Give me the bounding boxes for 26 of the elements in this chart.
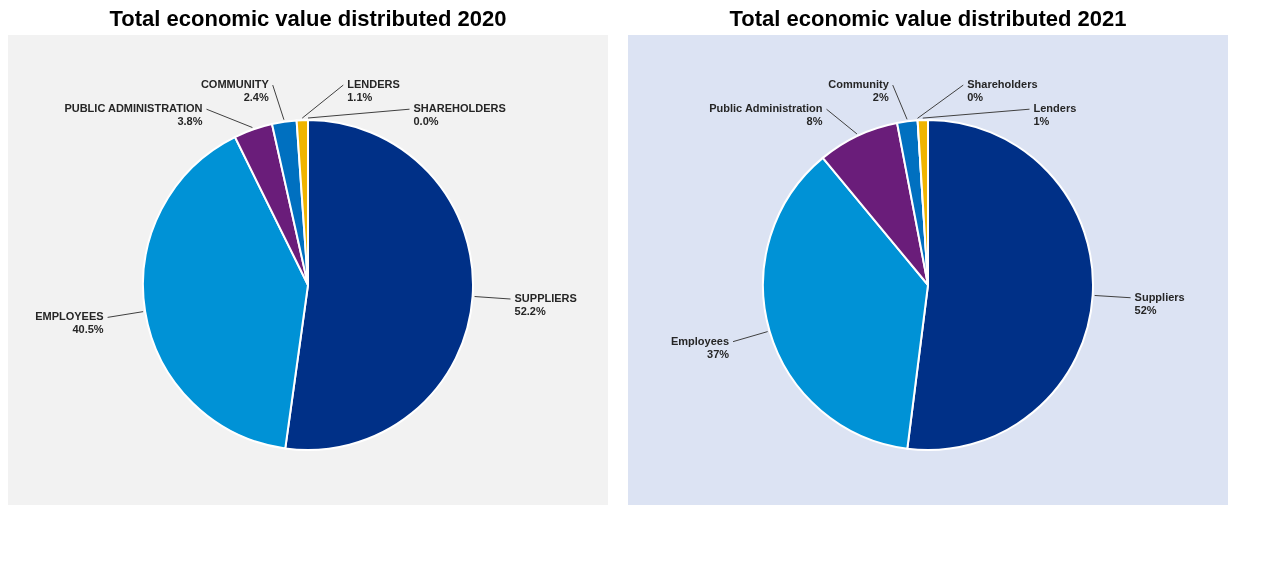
slice-label: Suppliers	[1134, 290, 1185, 303]
slice-label: Employees	[670, 334, 730, 347]
slice-label: Lenders	[1033, 102, 1077, 115]
data-label: 40.5%	[72, 323, 104, 336]
slice-label: EMPLOYEES	[35, 310, 104, 323]
slice-label: COMMUNITY	[200, 78, 270, 91]
slice-label: Community	[828, 78, 890, 91]
text: 0%	[967, 91, 984, 104]
data-label: 1.1%	[347, 91, 373, 104]
slice-label: PUBLIC ADMINISTRATION	[64, 102, 203, 115]
category-label: Shareholders	[967, 78, 1038, 91]
data-label: 52.2%	[514, 305, 546, 318]
category-label: SHAREHOLDERS	[413, 102, 506, 115]
data-label: 37%	[707, 347, 730, 360]
slice-label: SUPPLIERS	[514, 292, 577, 305]
data-label: 2%	[872, 91, 889, 104]
slice-label: LENDERS	[347, 78, 400, 91]
data-label: 3.8%	[177, 115, 203, 128]
slice-label: Public Administration	[709, 102, 823, 115]
data-label: 8%	[806, 115, 823, 128]
chart-title: Total economic value distributed 2020	[109, 6, 507, 31]
data-label: 2.4%	[243, 91, 269, 104]
data-label: 1%	[1033, 115, 1050, 128]
chart-title: Total economic value distributed 2021	[729, 6, 1127, 31]
text: 0.0%	[413, 115, 439, 128]
data-label: 52%	[1134, 303, 1157, 316]
